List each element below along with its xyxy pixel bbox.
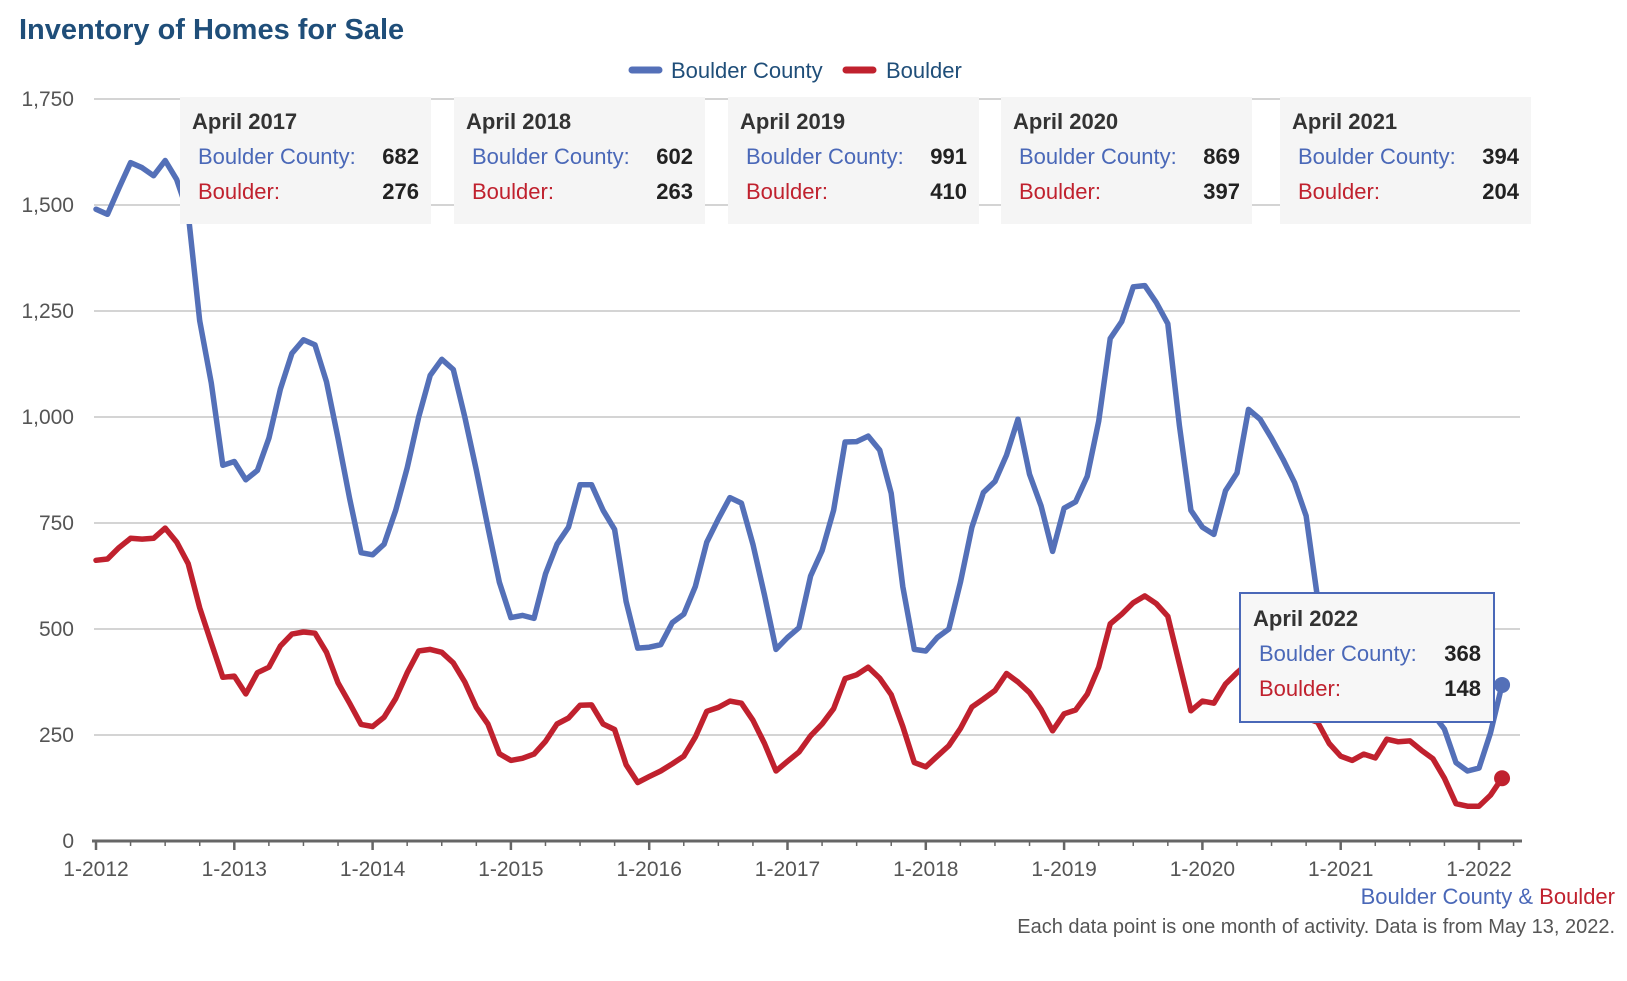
footnote: Each data point is one month of activity… xyxy=(1017,916,1615,938)
tooltip-value: 869 xyxy=(1203,144,1240,169)
y-tick-label: 1,250 xyxy=(21,300,74,323)
legend-label: Boulder xyxy=(886,58,962,83)
tooltip-title: April 2020 xyxy=(1013,109,1119,134)
y-tick-label: 250 xyxy=(39,724,74,747)
y-tick-label: 0 xyxy=(62,830,74,853)
x-tick-label: 1-2014 xyxy=(340,858,406,881)
series-end-marker[interactable] xyxy=(1494,770,1511,787)
tooltip-title: April 2021 xyxy=(1292,109,1398,134)
source-credit: Boulder County & Boulder xyxy=(1361,884,1615,910)
tooltip-value: 397 xyxy=(1203,179,1240,204)
x-tick-label: 1-2012 xyxy=(63,858,128,881)
tooltip-box: April 2017 Boulder County: 682 Boulder: 276 xyxy=(180,97,431,224)
y-tick-label: 1,500 xyxy=(21,194,74,217)
tooltip-title: April 2022 xyxy=(1253,606,1359,631)
tooltip-value: 148 xyxy=(1444,676,1481,701)
tooltip-row-boulder-county: Boulder County: 682 xyxy=(192,144,419,179)
tooltip-row-boulder: Boulder: 204 xyxy=(1292,179,1519,214)
tooltip-value: 394 xyxy=(1482,144,1519,169)
tooltip-title: April 2018 xyxy=(466,109,572,134)
source-amp: & xyxy=(1512,884,1540,909)
tooltip-title: April 2019 xyxy=(740,109,846,134)
tooltip-row-boulder-county: Boulder County: 602 xyxy=(466,144,693,179)
source-county: Boulder County xyxy=(1360,884,1513,909)
tooltip-row-boulder: Boulder: 410 xyxy=(740,179,967,214)
tooltip-label: Boulder: xyxy=(1298,179,1380,204)
source-city: Boulder xyxy=(1539,884,1615,909)
tooltip-row-boulder: Boulder: 148 xyxy=(1253,676,1481,711)
tooltip-label: Boulder County: xyxy=(1259,641,1417,666)
x-tick-label: 1-2017 xyxy=(755,858,820,881)
x-tick-label: 1-2021 xyxy=(1308,858,1373,881)
y-tick-label: 1,000 xyxy=(21,406,74,429)
tooltip-box: April 2018 Boulder County: 602 Boulder: 263 xyxy=(454,97,705,224)
tooltip-label: Boulder: xyxy=(746,179,828,204)
tooltip-row-boulder-county: Boulder County: 869 xyxy=(1013,144,1240,179)
tooltip-value: 368 xyxy=(1444,641,1481,666)
y-axis-ticks: 0 250 500 750 1,000 1,250 1,500 1,750 xyxy=(21,88,74,853)
tooltip-value: 276 xyxy=(382,179,419,204)
tooltip-label: Boulder: xyxy=(198,179,280,204)
y-tick-label: 1,750 xyxy=(21,88,74,111)
x-axis: 1-2012 1-2013 1-2014 1-2015 1-2016 1-2017 1-20… xyxy=(63,839,1522,881)
x-tick-label: 1-2019 xyxy=(1031,858,1096,881)
x-tick-label: 1-2020 xyxy=(1170,858,1235,881)
x-tick-label: 1-2015 xyxy=(478,858,543,881)
x-tick-label: 1-2016 xyxy=(617,858,682,881)
tooltip-row-boulder: Boulder: 397 xyxy=(1013,179,1240,214)
tooltip-value: 602 xyxy=(656,144,693,169)
tooltip-row-boulder-county: Boulder County: 991 xyxy=(740,144,967,179)
legend-item[interactable]: Boulder County xyxy=(628,58,823,83)
tooltip-value: 682 xyxy=(382,144,419,169)
legend-label: Boulder County xyxy=(671,58,823,83)
x-tick-label: 1-2022 xyxy=(1446,858,1511,881)
tooltip-label: Boulder County: xyxy=(746,144,904,169)
tooltip-row-boulder-county: Boulder County: 394 xyxy=(1292,144,1519,179)
x-tick-label: 1-2013 xyxy=(202,858,267,881)
tooltip-box: April 2019 Boulder County: 991 Boulder: 410 xyxy=(728,97,979,224)
tooltip-box: April 2020 Boulder County: 869 Boulder: 397 xyxy=(1001,97,1252,224)
legend[interactable]: Boulder County Boulder xyxy=(628,58,962,83)
tooltip-label: Boulder: xyxy=(1019,179,1101,204)
tooltip-box: April 2021 Boulder County: 394 Boulder: 204 xyxy=(1280,97,1531,224)
tooltip-row-boulder: Boulder: 276 xyxy=(192,179,419,214)
tooltip-label: Boulder County: xyxy=(198,144,356,169)
tooltip-label: Boulder County: xyxy=(472,144,630,169)
y-tick-label: 750 xyxy=(39,512,74,535)
tooltip-box: April 2022 Boulder County: 368 Boulder: 148 xyxy=(1239,592,1495,723)
tooltip-title: April 2017 xyxy=(192,109,298,134)
tooltip-label: Boulder: xyxy=(1259,676,1341,701)
tooltip-label: Boulder: xyxy=(472,179,554,204)
series-end-marker[interactable] xyxy=(1494,676,1511,693)
tooltip-row-boulder-county: Boulder County: 368 xyxy=(1253,641,1481,676)
tooltip-label: Boulder County: xyxy=(1298,144,1456,169)
tooltip-row-boulder: Boulder: 263 xyxy=(466,179,693,214)
legend-item[interactable]: Boulder xyxy=(842,58,962,83)
y-tick-label: 500 xyxy=(39,618,74,641)
tooltip-value: 263 xyxy=(656,179,693,204)
tooltip-value: 991 xyxy=(930,144,967,169)
chart-title: Inventory of Homes for Sale xyxy=(19,14,405,46)
tooltip-value: 204 xyxy=(1482,179,1519,204)
series-line[interactable] xyxy=(93,157,1505,774)
tooltip-value: 410 xyxy=(930,179,967,204)
x-tick-label: 1-2018 xyxy=(893,858,958,881)
tooltip-label: Boulder County: xyxy=(1019,144,1177,169)
